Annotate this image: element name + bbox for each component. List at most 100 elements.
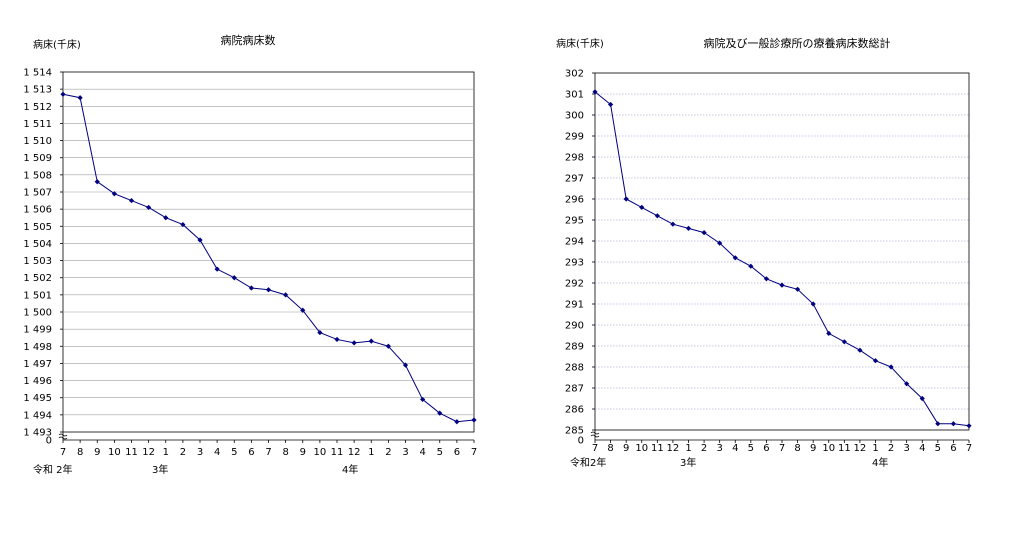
x-tick-label: 7 xyxy=(60,447,66,458)
y-tick-label: 1 502 xyxy=(23,273,52,284)
x-tick-label: 12 xyxy=(142,447,155,458)
data-point xyxy=(888,364,894,370)
x-tick-label: 3 xyxy=(716,443,722,454)
data-point xyxy=(317,329,323,336)
year-label: 3年 xyxy=(152,463,168,476)
x-tick-label: 6 xyxy=(248,447,254,458)
x-tick-label: 10 xyxy=(108,447,121,458)
y-tick-label: 1 512 xyxy=(23,102,52,113)
y-tick-label: 299 xyxy=(565,132,584,143)
y-tick-label: 1 500 xyxy=(23,308,52,319)
x-tick-label: 1 xyxy=(163,447,169,458)
y-tick-label: 1 503 xyxy=(23,256,52,267)
y-tick-label: 1 496 xyxy=(23,376,52,387)
x-tick-label: 7 xyxy=(966,443,972,454)
axis-break-symbol xyxy=(590,431,600,438)
x-tick-label: 5 xyxy=(437,447,443,458)
y-tick-label: 1 509 xyxy=(23,153,52,164)
y-tick-label: 287 xyxy=(565,384,584,395)
x-tick-label: 11 xyxy=(125,447,138,458)
x-tick-label: 9 xyxy=(300,447,306,458)
x-tick-label: 1 xyxy=(872,443,878,454)
x-tick-label: 11 xyxy=(651,443,664,454)
year-label: 4年 xyxy=(872,456,888,469)
x-tick-label: 12 xyxy=(667,443,680,454)
y-tick-label: 1 504 xyxy=(23,239,52,250)
y-tick-label: 292 xyxy=(565,279,584,290)
chart-title: 病院病床数 xyxy=(221,33,276,47)
y-tick-label: 1 506 xyxy=(23,205,52,216)
data-point xyxy=(935,421,941,427)
y-tick-label: 1 494 xyxy=(23,410,52,421)
y-tick-label: 1 501 xyxy=(23,290,52,301)
y-tick-label: 1 511 xyxy=(23,119,52,130)
plot-area xyxy=(62,71,475,433)
y-tick-label: 1 498 xyxy=(23,342,52,353)
x-tick-label: 12 xyxy=(854,443,867,454)
y-tick-label: 1 507 xyxy=(23,188,52,199)
data-point xyxy=(94,179,100,185)
data-point xyxy=(779,282,785,288)
data-point xyxy=(857,347,863,353)
data-point xyxy=(334,336,340,343)
data-point xyxy=(592,89,598,95)
x-tick-label: 2 xyxy=(180,447,186,458)
x-tick-label: 2 xyxy=(385,447,391,458)
plot-area xyxy=(594,72,970,431)
y-zero-label: 0 xyxy=(578,436,584,447)
data-point xyxy=(283,292,289,298)
data-point xyxy=(732,255,738,261)
data-point xyxy=(841,339,847,345)
x-tick-label: 11 xyxy=(838,443,851,454)
data-point xyxy=(685,225,692,231)
data-point xyxy=(420,396,426,403)
data-point xyxy=(60,91,66,97)
y-tick-label: 300 xyxy=(565,111,584,122)
y-tick-label: 1 513 xyxy=(23,85,52,96)
data-point xyxy=(111,191,117,197)
x-tick-label: 2 xyxy=(888,443,894,454)
x-tick-label: 1 xyxy=(368,447,374,458)
x-tick-label: 6 xyxy=(763,443,769,454)
y-tick-label: 288 xyxy=(565,363,584,374)
data-point xyxy=(351,340,357,346)
x-tick-label: 8 xyxy=(282,447,288,458)
x-tick-label: 8 xyxy=(77,447,83,458)
year-label: 令和 2年 xyxy=(33,463,73,476)
data-point xyxy=(454,419,460,425)
y-tick-label: 285 xyxy=(565,426,584,437)
x-tick-label: 4 xyxy=(919,443,925,454)
x-tick-label: 3 xyxy=(402,447,408,458)
data-point xyxy=(214,266,220,272)
x-tick-label: 10 xyxy=(314,447,327,458)
x-tick-label: 9 xyxy=(94,447,100,458)
y-tick-label: 290 xyxy=(565,321,584,332)
y-tick-label: 294 xyxy=(565,237,584,248)
x-tick-label: 6 xyxy=(454,447,460,458)
x-tick-label: 10 xyxy=(822,443,835,454)
data-point xyxy=(794,286,801,292)
x-tick-label: 11 xyxy=(331,447,344,458)
data-point xyxy=(197,237,203,243)
data-point xyxy=(180,221,186,228)
y-tick-label: 289 xyxy=(565,342,584,353)
data-point xyxy=(368,338,374,344)
x-tick-label: 5 xyxy=(748,443,754,454)
y-tick-label: 295 xyxy=(565,216,584,227)
y-tick-label: 1 514 xyxy=(23,68,52,79)
x-tick-label: 7 xyxy=(265,447,271,458)
data-point xyxy=(248,285,254,291)
x-tick-label: 9 xyxy=(810,443,816,454)
y-tick-label: 1 510 xyxy=(23,136,52,147)
x-tick-label: 5 xyxy=(935,443,941,454)
y-axis-label: 病床(千床) xyxy=(33,38,81,51)
x-tick-label: 12 xyxy=(348,447,361,458)
chart-title: 病院及び一般診療所の療養病床数総計 xyxy=(704,36,891,50)
y-zero-label: 0 xyxy=(46,436,52,447)
data-point xyxy=(437,410,443,416)
x-tick-label: 4 xyxy=(732,443,738,454)
y-tick-label: 286 xyxy=(565,405,584,416)
data-point xyxy=(919,395,925,402)
y-tick-label: 291 xyxy=(565,300,584,311)
